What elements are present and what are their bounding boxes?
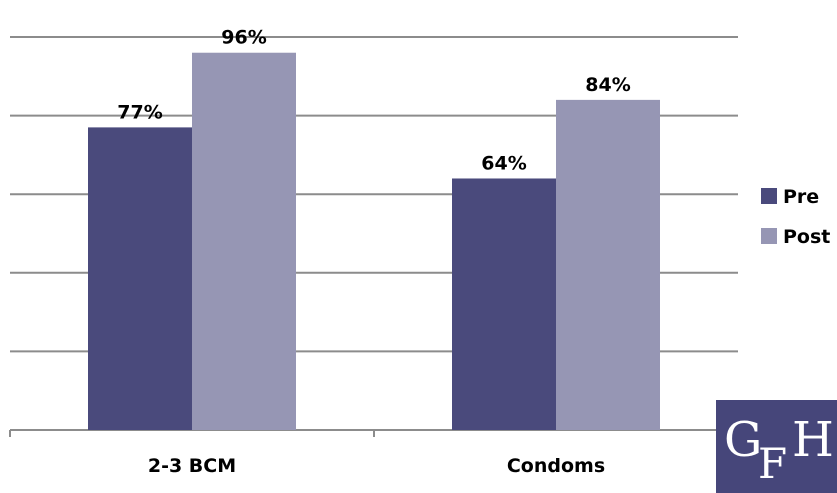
legend-swatch-pre [761,188,777,204]
bars [88,52,660,430]
x-axis [9,429,739,437]
logo-background [716,400,837,493]
data-label: 96% [221,27,266,49]
category-label: Condoms [507,455,605,477]
logo-letter-f: F [758,439,787,488]
data-label: 64% [481,152,526,174]
bar-pre-2 [452,178,556,430]
data-label: 77% [117,101,162,123]
bar-pre-1 [88,127,192,430]
logo-letter-h: H [792,412,834,468]
legend-label-pre: Pre [783,186,819,208]
bar-post-1 [192,52,296,430]
legend: Pre Post [761,186,830,248]
gfh-logo: G F H [716,400,837,493]
logo-letter-g: G [724,412,762,468]
bar-post-2 [556,99,660,430]
data-label: 84% [585,74,630,96]
data-labels: 77% 96% 64% 84% [117,27,630,175]
category-label: 2-3 BCM [148,455,236,477]
legend-label-post: Post [783,226,830,248]
category-labels: 2-3 BCM Condoms [148,455,605,477]
legend-swatch-post [761,228,777,244]
